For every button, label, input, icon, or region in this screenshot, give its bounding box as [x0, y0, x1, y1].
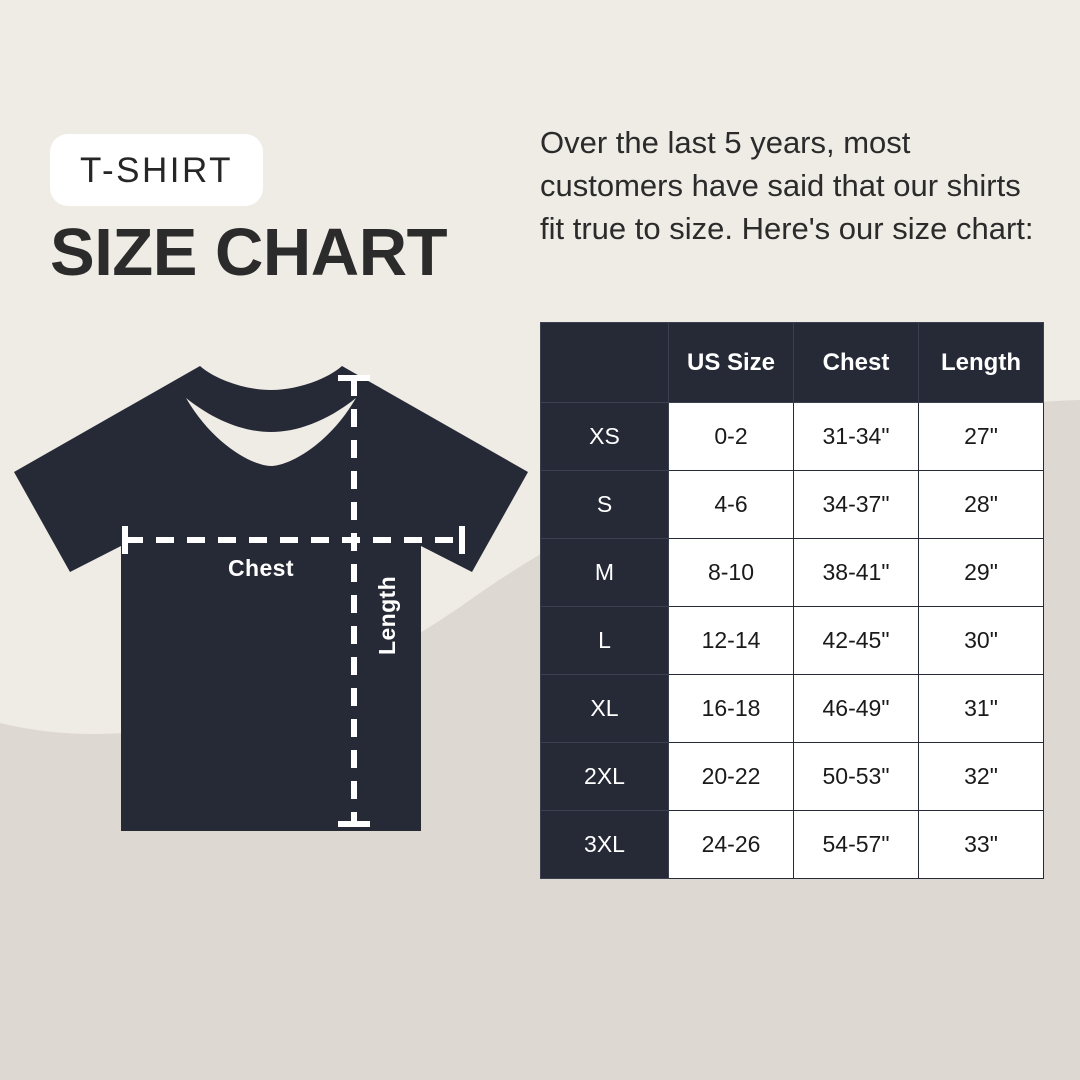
table-row: S 4-6 34-37" 28"	[540, 470, 1044, 539]
cell-length: 32"	[918, 742, 1044, 811]
cell-us-size: 24-26	[668, 810, 794, 879]
column-header-us-size: US Size	[668, 322, 794, 403]
cell-chest: 31-34"	[793, 402, 919, 471]
cell-us-size: 8-10	[668, 538, 794, 607]
cell-chest: 54-57"	[793, 810, 919, 879]
table-header-row: US Size Chest Length	[540, 322, 1044, 403]
cell-us-size: 0-2	[668, 402, 794, 471]
right-column: Over the last 5 years, most customers ha…	[540, 0, 1080, 1080]
cell-size: XS	[540, 402, 669, 471]
cell-us-size: 12-14	[668, 606, 794, 675]
cell-chest: 38-41"	[793, 538, 919, 607]
tshirt-body-shape	[14, 366, 528, 831]
cell-length: 28"	[918, 470, 1044, 539]
page-title: SIZE CHART	[50, 215, 448, 290]
table-row: L 12-14 42-45" 30"	[540, 606, 1044, 675]
cell-chest: 42-45"	[793, 606, 919, 675]
table-row: 2XL 20-22 50-53" 32"	[540, 742, 1044, 811]
cell-length: 27"	[918, 402, 1044, 471]
size-chart-table: US Size Chest Length XS 0-2 31-34" 27" S 4-6 3…	[540, 322, 1044, 879]
length-measure-label: Length	[374, 575, 400, 655]
cell-size: XL	[540, 674, 669, 743]
left-column: T-SHIRT SIZE CHART Chest Length	[14, 134, 528, 831]
table-row: 3XL 24-26 54-57" 33"	[540, 810, 1044, 879]
table-row: XL 16-18 46-49" 31"	[540, 674, 1044, 743]
tshirt-illustration	[14, 366, 528, 831]
size-chart-table-container: US Size Chest Length XS 0-2 31-34" 27" S 4-6 3…	[540, 322, 1044, 879]
length-measure-line	[338, 375, 370, 827]
category-badge: T-SHIRT	[50, 134, 263, 206]
tshirt-collar-opening	[186, 398, 356, 466]
cell-size: M	[540, 538, 669, 607]
column-header-size	[540, 322, 669, 403]
cell-length: 31"	[918, 674, 1044, 743]
table-body: XS 0-2 31-34" 27" S 4-6 34-37" 28" M 8-10 38-41" 29…	[540, 402, 1044, 879]
cell-size: 3XL	[540, 810, 669, 879]
cell-length: 30"	[918, 606, 1044, 675]
chest-measure-line	[122, 526, 465, 554]
column-header-chest: Chest	[793, 322, 919, 403]
cell-us-size: 4-6	[668, 470, 794, 539]
intro-paragraph: Over the last 5 years, most customers ha…	[540, 125, 1034, 246]
cell-chest: 46-49"	[793, 674, 919, 743]
cell-length: 29"	[918, 538, 1044, 607]
table-row: XS 0-2 31-34" 27"	[540, 402, 1044, 471]
table-row: M 8-10 38-41" 29"	[540, 538, 1044, 607]
cell-us-size: 16-18	[668, 674, 794, 743]
cell-size: S	[540, 470, 669, 539]
cell-size: L	[540, 606, 669, 675]
chest-measure-label: Chest	[228, 555, 294, 581]
cell-us-size: 20-22	[668, 742, 794, 811]
cell-chest: 34-37"	[793, 470, 919, 539]
column-header-length: Length	[918, 322, 1044, 403]
category-badge-label: T-SHIRT	[80, 150, 233, 190]
cell-size: 2XL	[540, 742, 669, 811]
cell-length: 33"	[918, 810, 1044, 879]
cell-chest: 50-53"	[793, 742, 919, 811]
